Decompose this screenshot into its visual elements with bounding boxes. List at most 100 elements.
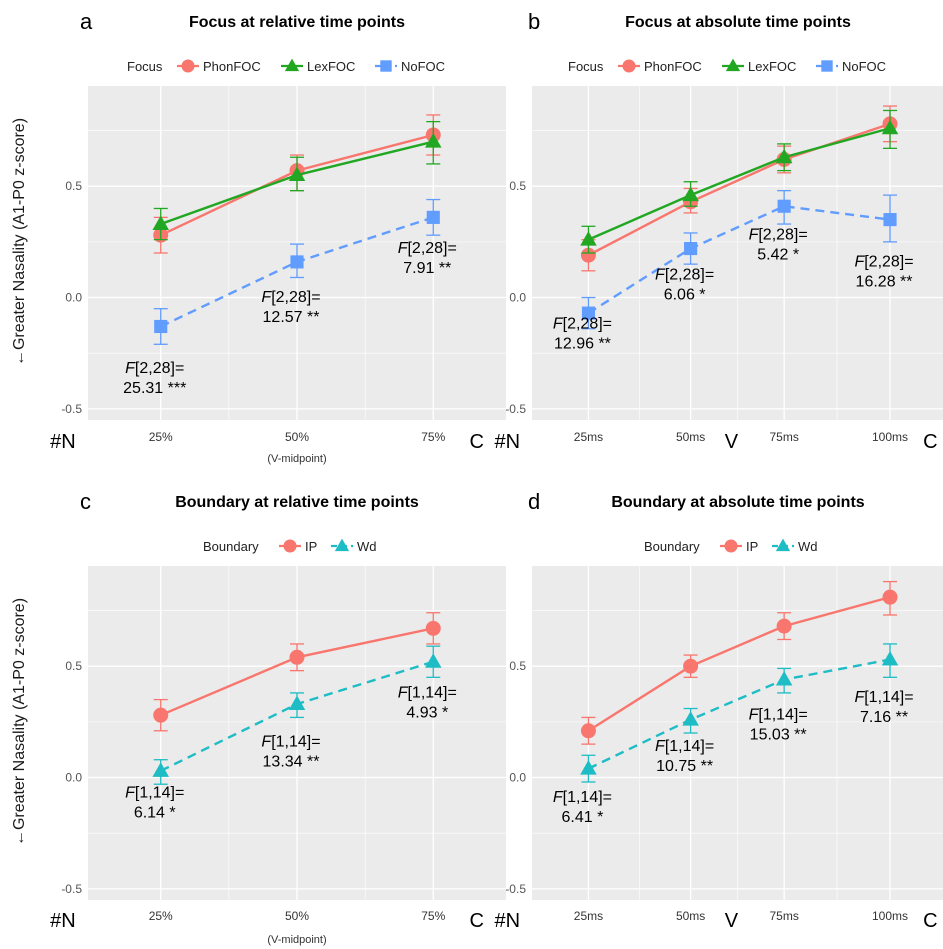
data-point: [881, 119, 899, 135]
panel-letter: c: [80, 489, 91, 514]
f-symbol: F: [749, 227, 760, 244]
y-tick-label: 0.5: [509, 659, 526, 673]
data-point: [777, 199, 791, 213]
f-annotation: F[2,28]= 25.31 ***: [123, 360, 186, 397]
f-symbol: F: [398, 240, 409, 257]
data-point: [154, 319, 168, 334]
legend-label: NoFOC: [401, 59, 445, 74]
panel-d: d Boundary at absolute time points Boundar…: [494, 489, 943, 932]
f-degrees: [2,28]=: [563, 316, 612, 333]
f-symbol: F: [553, 316, 564, 333]
data-point: [581, 306, 596, 320]
series-Wd: [580, 643, 899, 783]
f-degrees: [1,14]=: [271, 733, 320, 750]
legend: Boundary IP Wd: [203, 538, 377, 554]
x-tick-label: 25%: [149, 909, 173, 923]
f-symbol: F: [854, 689, 865, 706]
f-degrees: [2,28]=: [135, 360, 184, 377]
f-annotation-line1: F[1,14]=: [655, 738, 714, 755]
f-annotation: F[1,14]= 13.34 **: [261, 733, 320, 770]
data-point: [290, 255, 304, 269]
f-degrees: [2,28]=: [758, 227, 807, 244]
legend-label: PhonFOC: [203, 59, 261, 74]
legend-label: PhonFOC: [644, 59, 702, 74]
legend-key-triangle: [334, 538, 350, 552]
edge-label-right: C: [470, 910, 484, 932]
x-tick-label: 50%: [285, 909, 309, 923]
f-annotation-line1: F[1,14]=: [125, 785, 184, 802]
f-degrees: [1,14]=: [135, 785, 184, 802]
y-tick-label: -0.5: [61, 402, 82, 416]
data-point: [682, 711, 699, 726]
panel-c: c Boundary at relative time points Boundar…: [50, 489, 506, 946]
legend-label: LexFOC: [748, 59, 796, 74]
f-annotation: F[1,14]= 6.14 *: [125, 785, 184, 822]
f-symbol: F: [854, 253, 865, 270]
series-IP: [153, 612, 441, 732]
legend-key-square: [821, 60, 833, 72]
f-symbol: F: [553, 789, 564, 806]
x-tick-label: 25ms: [574, 909, 603, 923]
data-point: [426, 210, 440, 224]
f-symbol: F: [261, 289, 272, 306]
data-point: [425, 133, 442, 148]
legend-key-circle: [181, 59, 195, 73]
f-degrees: [1,14]=: [864, 689, 913, 706]
data-point: [580, 231, 597, 246]
edge-label-left: #N: [494, 431, 520, 453]
data-point: [425, 653, 442, 668]
legend-key-circle: [622, 59, 636, 73]
f-annotation: F[1,14]= 7.16 **: [854, 689, 913, 726]
data-point: [883, 213, 897, 227]
f-annotation: F[2,28]= 5.42 *: [749, 227, 808, 264]
legend: Boundary IP Wd: [644, 538, 818, 554]
data-point: [775, 671, 793, 686]
f-symbol: F: [655, 267, 666, 284]
panel-letter: b: [528, 9, 540, 34]
legend-title: Focus: [568, 59, 604, 74]
f-symbol: F: [261, 733, 272, 750]
panel-b: b Focus at absolute time points Focus PhonF…: [494, 9, 943, 453]
y-tick-label: -0.5: [505, 882, 526, 896]
data-point: [580, 723, 596, 739]
series-line: [587, 127, 891, 241]
edge-label-left: #N: [494, 910, 520, 932]
legend: Focus PhonFOC LexFOC NoFOC: [568, 58, 886, 74]
y-tick-label: 0.0: [509, 771, 526, 785]
edge-label-right: C: [923, 910, 937, 932]
legend-key-triangle: [284, 58, 300, 72]
f-annotation: F[1,14]= 15.03 **: [749, 707, 808, 744]
data-point: [775, 148, 793, 164]
legend-label: LexFOC: [307, 59, 355, 74]
f-annotation: F[2,28]= 12.57 **: [261, 289, 320, 326]
x-tick-label: 25ms: [574, 430, 603, 444]
edge-label-left: #N: [50, 431, 76, 453]
f-annotation-line1: F[2,28]=: [749, 227, 808, 244]
f-annotation-line1: F[2,28]=: [261, 289, 320, 306]
legend-label: Wd: [798, 539, 818, 554]
data-point: [153, 707, 169, 723]
panel-title: Boundary at relative time points: [175, 494, 419, 511]
x-tick-label: 100ms: [872, 430, 908, 444]
f-annotation-line1: F[1,14]=: [553, 789, 612, 806]
data-point: [152, 215, 169, 231]
x-tick-label: 75%: [421, 909, 445, 923]
f-annotation-line2: 12.96 **: [554, 336, 611, 353]
f-annotation-line2: 6.06 *: [664, 287, 706, 304]
f-annotation-line2: 12.57 **: [263, 309, 320, 326]
edge-label-middle: V: [725, 910, 739, 932]
data-point: [152, 762, 169, 777]
y-tick-label: 0.0: [509, 291, 526, 305]
x-tick-label: 75%: [421, 430, 445, 444]
series-IP: [580, 580, 898, 745]
data-point: [289, 649, 305, 665]
y-tick-label: 0.5: [65, 659, 82, 673]
data-point: [288, 695, 306, 711]
y-tick-label: 0.5: [509, 179, 526, 193]
series-line: [587, 205, 891, 315]
series-NoFOC: [581, 190, 898, 330]
f-degrees: [2,28]=: [271, 289, 320, 306]
panel-letter: a: [80, 9, 93, 34]
legend-key-circle: [283, 539, 297, 553]
